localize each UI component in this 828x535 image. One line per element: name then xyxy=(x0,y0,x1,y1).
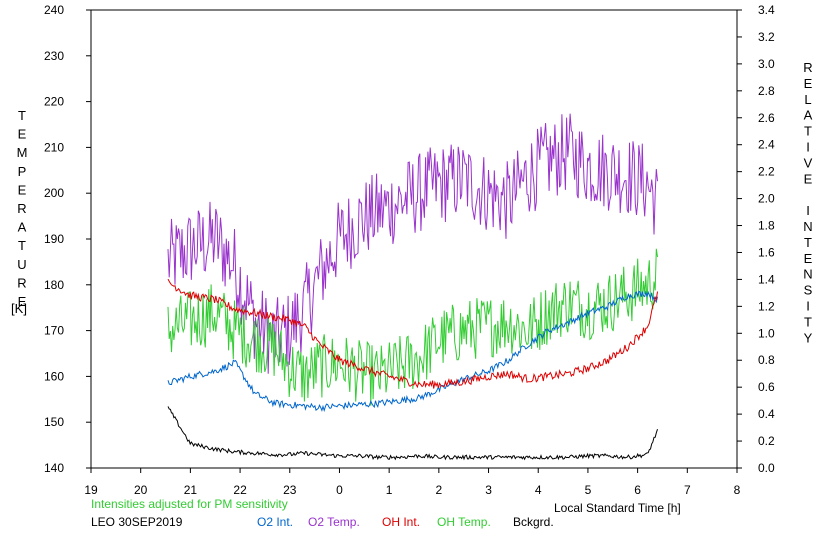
left-axis-label-char: T xyxy=(18,238,26,253)
left-tick-label: 150 xyxy=(44,415,64,429)
left-axis-label-char: E xyxy=(18,294,27,309)
right-tick-label: 1.4 xyxy=(758,272,775,286)
left-tick-label: 240 xyxy=(44,3,64,17)
right-axis-label-char: I xyxy=(806,140,810,155)
right-tick-label: 2.0 xyxy=(758,192,775,206)
right-axis-label-char: Y xyxy=(804,330,813,345)
x-tick-label: 19 xyxy=(84,483,98,497)
series-line-bckgrd- xyxy=(167,406,658,461)
x-tick-label: 23 xyxy=(283,483,297,497)
left-tick-label: 170 xyxy=(44,324,64,338)
left-axis-label-char: P xyxy=(18,164,27,179)
station-label: LEO 30SEP2019 xyxy=(91,515,183,529)
right-axis-label-char: I xyxy=(806,203,810,218)
right-axis-label-char: T xyxy=(804,235,812,250)
right-axis-label-char: T xyxy=(804,124,812,139)
right-tick-label: 3.2 xyxy=(758,30,775,44)
right-axis-label-char: R xyxy=(803,60,812,75)
right-axis-label-char: S xyxy=(804,283,813,298)
right-axis-label-char: A xyxy=(804,108,813,123)
x-axis: 19 20 21 22 23 0 1 2 3 4 5 6 7 8 xyxy=(84,468,741,497)
legend: O2 Int. O2 Temp. OH Int. OH Temp. Bckgrd. xyxy=(257,515,554,529)
right-axis-label-char: E xyxy=(804,76,813,91)
series-line-oh-int- xyxy=(167,278,658,389)
legend-item: OH Temp. xyxy=(437,515,491,529)
right-tick-label: 2.8 xyxy=(758,84,775,98)
legend-item: OH Int. xyxy=(382,515,420,529)
legend-item: O2 Int. xyxy=(257,515,293,529)
left-axis-label-char: R xyxy=(17,201,26,216)
right-tick-label: 0.0 xyxy=(758,461,775,475)
x-tick-label: 21 xyxy=(184,483,198,497)
left-tick-label: 140 xyxy=(44,461,64,475)
left-tick-label: 220 xyxy=(44,95,64,109)
x-tick-label: 20 xyxy=(134,483,148,497)
x-axis-label: Local Standard Time [h] xyxy=(554,501,681,515)
right-tick-label: 0.2 xyxy=(758,434,775,448)
right-tick-label: 1.6 xyxy=(758,245,775,259)
sensitivity-note: Intensities adjusted for PM sensitivity xyxy=(91,497,288,511)
left-axis: 140 150 160 170 180 190 200 210 220 230 240 xyxy=(44,3,91,475)
right-axis-label-char: I xyxy=(806,299,810,314)
right-axis-label-char: N xyxy=(803,219,812,234)
left-axis-label-char: E xyxy=(18,127,27,142)
right-tick-label: 0.6 xyxy=(758,380,775,394)
right-axis-label-char: N xyxy=(803,267,812,282)
series-line-o2-int- xyxy=(167,290,658,413)
left-tick-label: 200 xyxy=(44,186,64,200)
right-tick-label: 2.2 xyxy=(758,165,775,179)
left-axis-label-char: T xyxy=(18,108,26,123)
right-tick-label: 0.4 xyxy=(758,407,775,421)
x-tick-label: 2 xyxy=(436,483,443,497)
right-axis-label-char: E xyxy=(804,251,813,266)
x-tick-label: 6 xyxy=(634,483,641,497)
x-tick-label: 4 xyxy=(535,483,542,497)
right-tick-label: 1.2 xyxy=(758,299,775,313)
right-tick-label: 1.0 xyxy=(758,326,775,340)
series-line-o2-temp- xyxy=(167,113,658,374)
x-tick-label: 22 xyxy=(233,483,247,497)
right-axis: 0.0 0.2 0.4 0.6 0.8 1.0 1.2 1.4 1.6 1.8 2.0 2.2 2.4 2… xyxy=(737,3,775,475)
left-axis-label-char: E xyxy=(18,182,27,197)
x-tick-label: 0 xyxy=(336,483,343,497)
left-axis-label-char: U xyxy=(17,257,26,272)
series-line-oh-temp- xyxy=(167,248,658,406)
right-axis-label-char: L xyxy=(804,92,811,107)
legend-item: O2 Temp. xyxy=(308,515,360,529)
right-axis-label-char: E xyxy=(804,171,813,186)
right-tick-label: 3.0 xyxy=(758,57,775,71)
x-tick-label: 7 xyxy=(684,483,691,497)
left-axis-label-char: M xyxy=(17,145,28,160)
right-axis-label-char: V xyxy=(804,155,813,170)
x-tick-label: 1 xyxy=(386,483,393,497)
left-tick-label: 210 xyxy=(44,140,64,154)
series-layer xyxy=(167,113,658,461)
right-tick-label: 2.6 xyxy=(758,111,775,125)
right-tick-label: 3.4 xyxy=(758,3,775,17)
left-tick-label: 190 xyxy=(44,232,64,246)
left-tick-label: 160 xyxy=(44,369,64,383)
legend-item: Bckgrd. xyxy=(513,515,554,529)
x-tick-label: 8 xyxy=(734,483,741,497)
left-axis-label-char: A xyxy=(18,220,27,235)
x-tick-label: 3 xyxy=(485,483,492,497)
right-tick-label: 0.8 xyxy=(758,353,775,367)
left-tick-label: 180 xyxy=(44,278,64,292)
right-axis-label-char: T xyxy=(804,314,812,329)
left-tick-label: 230 xyxy=(44,49,64,63)
left-axis-label-char: R xyxy=(17,275,26,290)
right-tick-label: 1.8 xyxy=(758,219,775,233)
right-tick-label: 2.4 xyxy=(758,138,775,152)
x-tick-label: 5 xyxy=(585,483,592,497)
left-axis-unit: [K] xyxy=(11,301,27,316)
